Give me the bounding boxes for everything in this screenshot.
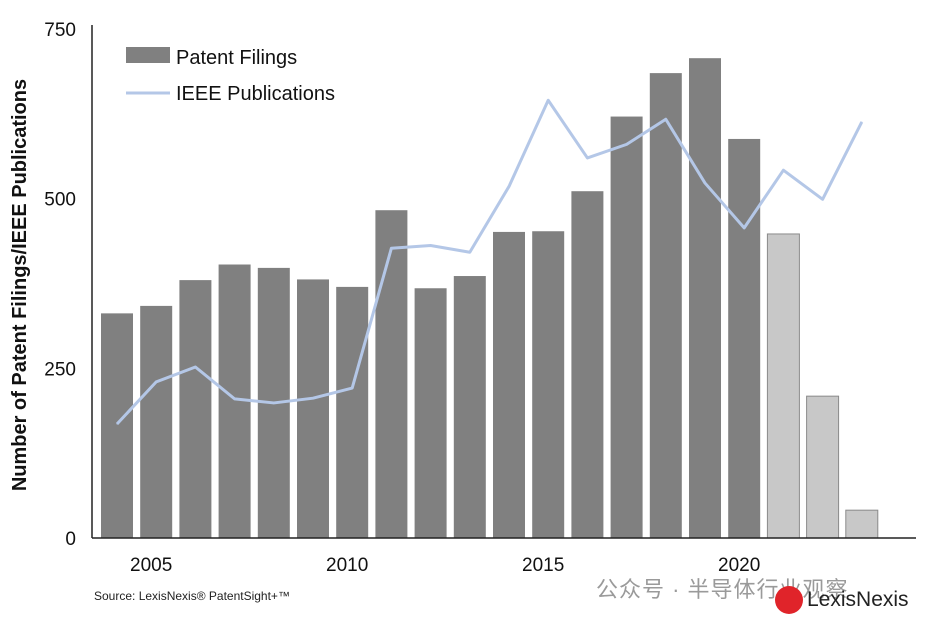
line-point-2007 (234, 398, 236, 400)
bar-2004 (101, 313, 133, 538)
bar-2018 (649, 73, 682, 538)
line-point-2022 (822, 198, 824, 200)
x-tick-2005: 2005 (130, 555, 172, 576)
ieee-publications-line (115, 98, 864, 426)
line-point-2020 (743, 227, 745, 229)
legend-swatch-patent-filings (126, 47, 170, 63)
line-point-2012 (430, 244, 432, 246)
y-axis-label: Number of Patent Filings/IEEE Publicatio… (9, 79, 31, 491)
bar-2020 (728, 138, 761, 538)
line-point-2005 (155, 381, 157, 383)
line-point-2004 (116, 423, 118, 425)
logo-icon (775, 586, 803, 614)
line-point-2018 (665, 118, 667, 120)
legend-label-patent-filings: Patent Filings (176, 47, 297, 69)
bar-2016 (571, 191, 604, 538)
line-point-2010 (351, 387, 353, 389)
y-tick-250: 250 (44, 359, 76, 380)
line-point-2011 (390, 247, 392, 249)
watermark: 公众号 · 半导体行业观察 (596, 577, 849, 602)
y-tick-500: 500 (44, 190, 76, 211)
x-tick-2015: 2015 (522, 555, 564, 576)
line-point-2006 (194, 366, 196, 368)
line-point-2023 (861, 121, 863, 123)
source-note: Source: LexisNexis® PatentSight+™ (94, 589, 290, 603)
bar-2009 (297, 279, 329, 538)
bar-2013 (453, 276, 486, 538)
bar-2010 (336, 286, 369, 538)
bar-2017 (610, 116, 643, 538)
bar-2022 (806, 395, 840, 539)
bar-2021 (766, 233, 800, 539)
line-point-2015 (547, 99, 549, 101)
bar-2023 (845, 509, 879, 539)
y-tick-0: 0 (65, 529, 76, 550)
bar-2014 (493, 231, 525, 538)
bar-2006 (179, 280, 212, 538)
line-point-2021 (782, 169, 784, 171)
lexisnexis-logo: LexisNexis (775, 586, 909, 614)
y-tick-750: 750 (44, 20, 76, 41)
line-point-2008 (273, 402, 275, 404)
line-point-2013 (469, 251, 471, 253)
bar-2012 (414, 288, 447, 538)
legend-label-ieee-publications: IEEE Publications (176, 83, 335, 105)
x-tick-2010: 2010 (326, 555, 368, 576)
line-point-2014 (508, 185, 510, 187)
line-point-2019 (704, 182, 706, 184)
line-point-2009 (312, 397, 314, 399)
legend: Patent Filings IEEE Publications (126, 47, 335, 105)
line-point-2016 (586, 157, 588, 159)
bar-2005 (140, 305, 173, 538)
line-point-2017 (626, 143, 628, 145)
bar-2011 (375, 210, 408, 539)
bar-2015 (532, 231, 565, 538)
bar-2019 (689, 58, 721, 538)
logo-text: LexisNexis (807, 588, 909, 611)
x-tick-2020: 2020 (718, 555, 760, 576)
